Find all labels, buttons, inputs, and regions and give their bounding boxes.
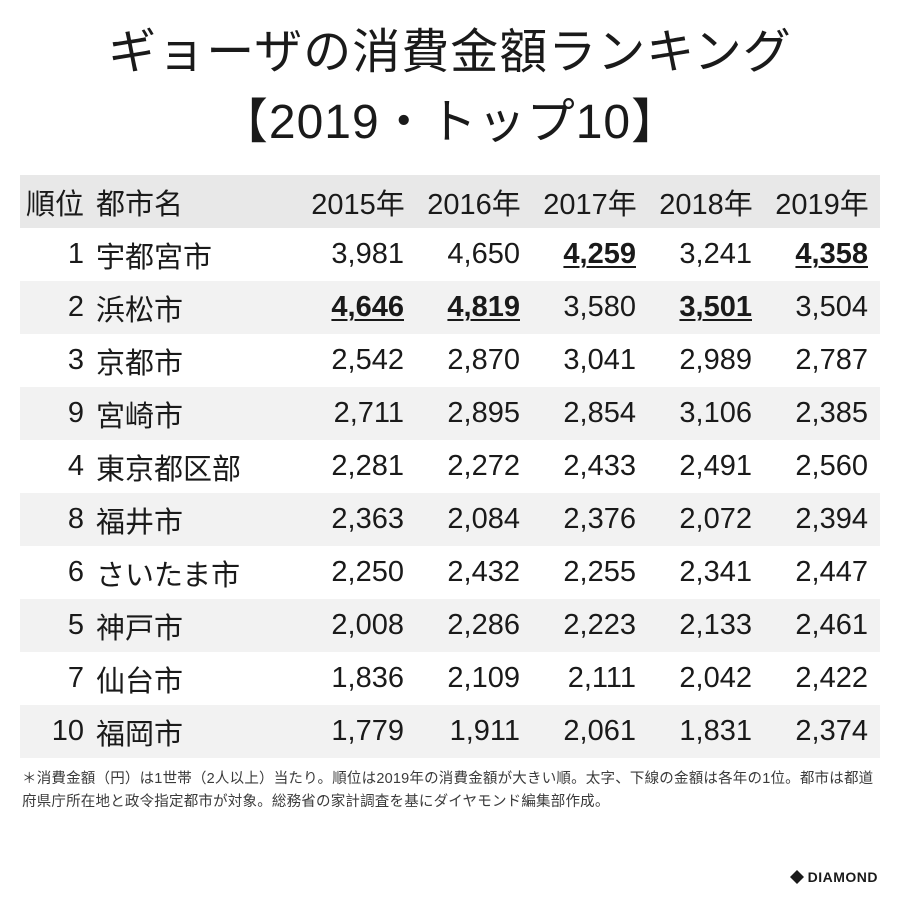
cell-value: 2,255 <box>532 546 648 599</box>
table-row: 5神戸市2,0082,2862,2232,1332,461 <box>20 599 880 652</box>
cell-rank: 1 <box>20 228 90 281</box>
table-row: 7仙台市1,8362,1092,1112,0422,422 <box>20 652 880 705</box>
cell-city: 宇都宮市 <box>90 228 300 281</box>
cell-value: 3,501 <box>648 281 764 334</box>
cell-value: 2,272 <box>416 440 532 493</box>
cell-value: 3,106 <box>648 387 764 440</box>
cell-value: 2,432 <box>416 546 532 599</box>
cell-value: 2,042 <box>648 652 764 705</box>
table-row: 1宇都宮市3,9814,6504,2593,2414,358 <box>20 228 880 281</box>
brand-logo: DIAMOND <box>790 869 878 885</box>
table-row: 9宮崎市2,7112,8952,8543,1062,385 <box>20 387 880 440</box>
cell-city: 仙台市 <box>90 652 300 705</box>
cell-value: 1,911 <box>416 705 532 758</box>
table-row: 3京都市2,5422,8703,0412,9892,787 <box>20 334 880 387</box>
cell-value: 2,989 <box>648 334 764 387</box>
cell-value: 2,542 <box>300 334 416 387</box>
cell-value: 2,461 <box>764 599 880 652</box>
cell-value: 2,422 <box>764 652 880 705</box>
cell-value: 2,870 <box>416 334 532 387</box>
cell-value: 3,241 <box>648 228 764 281</box>
cell-value: 2,491 <box>648 440 764 493</box>
cell-rank: 10 <box>20 705 90 758</box>
cell-value: 2,250 <box>300 546 416 599</box>
cell-value: 2,385 <box>764 387 880 440</box>
cell-value: 4,259 <box>532 228 648 281</box>
cell-value: 2,223 <box>532 599 648 652</box>
cell-value: 2,854 <box>532 387 648 440</box>
cell-value: 2,895 <box>416 387 532 440</box>
cell-value: 4,650 <box>416 228 532 281</box>
cell-city: 福井市 <box>90 493 300 546</box>
table-row: 4東京都区部2,2812,2722,4332,4912,560 <box>20 440 880 493</box>
page-title: ギョーザの消費金額ランキング 【2019・トップ10】 <box>20 18 880 157</box>
table-header-row: 順位 都市名 2015年 2016年 2017年 2018年 2019年 <box>20 175 880 228</box>
cell-rank: 5 <box>20 599 90 652</box>
cell-value: 2,111 <box>532 652 648 705</box>
cell-value: 2,072 <box>648 493 764 546</box>
cell-value: 2,084 <box>416 493 532 546</box>
cell-value: 1,831 <box>648 705 764 758</box>
cell-rank: 3 <box>20 334 90 387</box>
cell-value: 3,981 <box>300 228 416 281</box>
cell-value: 2,376 <box>532 493 648 546</box>
cell-value: 1,779 <box>300 705 416 758</box>
cell-city: さいたま市 <box>90 546 300 599</box>
cell-value: 2,281 <box>300 440 416 493</box>
col-header-rank: 順位 <box>20 175 90 228</box>
cell-rank: 4 <box>20 440 90 493</box>
diamond-icon <box>790 870 804 884</box>
cell-value: 3,041 <box>532 334 648 387</box>
table-row: 10福岡市1,7791,9112,0611,8312,374 <box>20 705 880 758</box>
table-row: 6さいたま市2,2502,4322,2552,3412,447 <box>20 546 880 599</box>
cell-value: 2,394 <box>764 493 880 546</box>
col-header-2016: 2016年 <box>416 175 532 228</box>
col-header-2017: 2017年 <box>532 175 648 228</box>
cell-value: 2,341 <box>648 546 764 599</box>
cell-value: 2,374 <box>764 705 880 758</box>
cell-value: 4,819 <box>416 281 532 334</box>
cell-value: 2,433 <box>532 440 648 493</box>
title-line-1: ギョーザの消費金額ランキング <box>108 26 792 79</box>
cell-rank: 6 <box>20 546 90 599</box>
col-header-city: 都市名 <box>90 175 300 228</box>
title-line-2: 【2019・トップ10】 <box>220 96 680 149</box>
cell-value: 4,358 <box>764 228 880 281</box>
table-body: 1宇都宮市3,9814,6504,2593,2414,3582浜松市4,6464… <box>20 228 880 758</box>
table-row: 2浜松市4,6464,8193,5803,5013,504 <box>20 281 880 334</box>
cell-city: 浜松市 <box>90 281 300 334</box>
cell-value: 2,109 <box>416 652 532 705</box>
cell-value: 2,061 <box>532 705 648 758</box>
cell-value: 2,711 <box>300 387 416 440</box>
cell-value: 4,646 <box>300 281 416 334</box>
cell-city: 宮崎市 <box>90 387 300 440</box>
cell-rank: 2 <box>20 281 90 334</box>
cell-city: 京都市 <box>90 334 300 387</box>
cell-value: 2,133 <box>648 599 764 652</box>
cell-value: 2,560 <box>764 440 880 493</box>
footnote: ＊消費金額（円）は1世帯（2人以上）当たり。順位は2019年の消費金額が大きい順… <box>20 758 880 813</box>
brand-label: DIAMOND <box>808 869 878 885</box>
cell-value: 3,504 <box>764 281 880 334</box>
cell-value: 2,447 <box>764 546 880 599</box>
cell-value: 2,008 <box>300 599 416 652</box>
cell-value: 2,787 <box>764 334 880 387</box>
col-header-2015: 2015年 <box>300 175 416 228</box>
cell-rank: 8 <box>20 493 90 546</box>
cell-city: 神戸市 <box>90 599 300 652</box>
cell-city: 福岡市 <box>90 705 300 758</box>
cell-rank: 9 <box>20 387 90 440</box>
cell-rank: 7 <box>20 652 90 705</box>
cell-city: 東京都区部 <box>90 440 300 493</box>
cell-value: 2,286 <box>416 599 532 652</box>
cell-value: 3,580 <box>532 281 648 334</box>
cell-value: 2,363 <box>300 493 416 546</box>
table-row: 8福井市2,3632,0842,3762,0722,394 <box>20 493 880 546</box>
col-header-2019: 2019年 <box>764 175 880 228</box>
ranking-table: 順位 都市名 2015年 2016年 2017年 2018年 2019年 1宇都… <box>20 175 880 758</box>
cell-value: 1,836 <box>300 652 416 705</box>
col-header-2018: 2018年 <box>648 175 764 228</box>
